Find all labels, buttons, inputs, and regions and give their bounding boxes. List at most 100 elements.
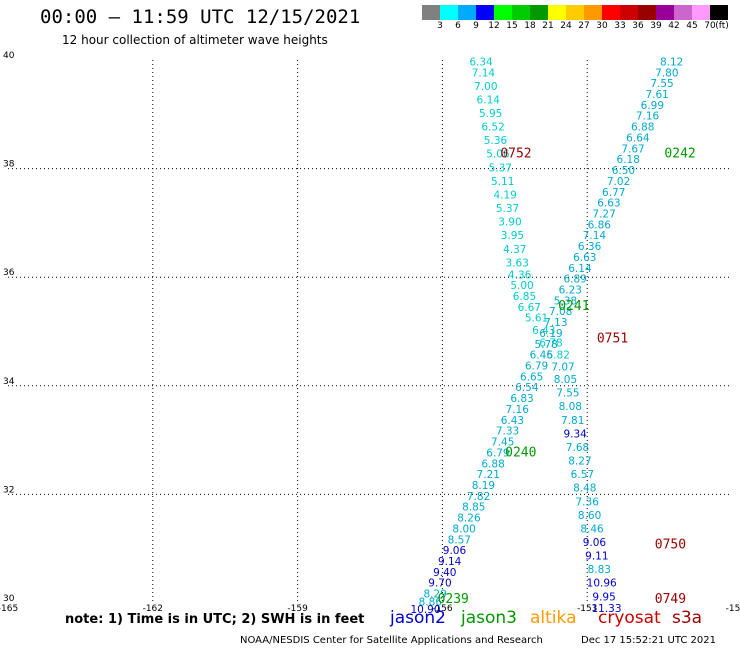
satellite-legend-item: cryosat <box>598 608 661 628</box>
color-scale-label: 24 <box>560 21 572 31</box>
color-scale-label: 27 <box>578 21 590 31</box>
color-swatch <box>530 5 548 20</box>
color-swatch <box>692 5 710 20</box>
color-swatch <box>494 5 512 20</box>
color-swatch <box>620 5 638 20</box>
y-tick-label: 30 <box>3 594 15 604</box>
color-scale-label: 70 <box>704 21 716 31</box>
wave-height-value: 6.43 <box>532 325 555 337</box>
color-swatch <box>440 5 458 20</box>
wave-height-value: 6.36 <box>578 241 602 253</box>
color-swatch <box>512 5 530 20</box>
track-time-label: 0751 <box>597 331 628 346</box>
color-swatch <box>638 5 656 20</box>
credit-line: NOAA/NESDIS Center for Satellite Applica… <box>240 635 543 646</box>
map-subtitle: 12 hour collection of altimeter wave hei… <box>62 33 328 47</box>
wave-height-value: 5.61 <box>525 313 548 325</box>
wave-height-value: 5.36 <box>484 135 508 147</box>
track-time-label: 0239 <box>438 592 469 607</box>
wave-height-value: 8.57 <box>448 534 471 546</box>
wave-height-value: 8.19 <box>472 480 495 492</box>
wave-height-value: 7.55 <box>650 78 673 90</box>
color-scale-label: 9 <box>473 21 479 31</box>
color-scale-label: 33 <box>614 21 626 31</box>
wave-height-value: 8.86 <box>419 597 443 609</box>
wave-height-value: 6.50 <box>612 165 635 177</box>
wave-height-value: 9.40 <box>433 567 456 579</box>
wave-height-value: 6.65 <box>520 371 543 383</box>
wave-height-value: 7.07 <box>551 362 574 374</box>
wave-height-value: 6.86 <box>588 219 612 231</box>
x-tick-label: -162 <box>143 604 163 614</box>
wave-height-value: 6.79 <box>525 361 548 373</box>
track-time-labels: 0752 0242 0241 0751 0240 0750 0239 0749 <box>438 147 696 607</box>
wave-height-value: 7.45 <box>491 437 514 449</box>
wave-height-value: 6.67 <box>518 302 541 314</box>
color-scale-label: 30 <box>596 21 608 31</box>
color-scale-label: 15 <box>506 21 518 31</box>
wave-height-value: 6.77 <box>602 187 625 199</box>
color-scale-label: 36 <box>632 21 644 31</box>
color-swatch <box>602 5 620 20</box>
wave-height-value: 7.16 <box>506 404 530 416</box>
color-swatch <box>476 5 494 20</box>
wave-height-value: 7.16 <box>636 111 660 123</box>
color-swatch <box>458 5 476 20</box>
wave-height-value: 7.80 <box>655 67 678 79</box>
wave-height-value: 6.85 <box>513 291 536 303</box>
y-tick-label: 32 <box>3 485 14 495</box>
wave-height-value: 6.78 <box>539 338 562 350</box>
wave-height-value: 7.14 <box>583 230 607 242</box>
color-scale-label: 21 <box>542 21 554 31</box>
wave-height-value: 9.95 <box>592 591 615 603</box>
color-scale-label: 3 <box>437 21 443 31</box>
wave-height-value: 8.29 <box>423 589 446 601</box>
wave-height-value: 9.06 <box>443 545 467 557</box>
satellite-legend-item: altika <box>530 608 577 628</box>
wave-height-value: 6.18 <box>617 154 640 166</box>
y-tick-label: 36 <box>3 268 15 278</box>
wave-height-value: 8.83 <box>588 564 611 576</box>
satellite-legend-item: jason3 <box>461 608 517 628</box>
wave-height-value: 7.21 <box>477 469 500 481</box>
wave-height-value: 4.19 <box>493 189 516 201</box>
color-swatch <box>548 5 566 20</box>
wave-height-value: 6.43 <box>501 415 524 427</box>
wave-height-value: 7.81 <box>561 415 584 427</box>
wave-height-value: 3.90 <box>498 217 521 229</box>
x-tick-label: -165 <box>0 604 18 614</box>
wave-height-value: 5.78 <box>534 339 557 351</box>
wave-height-value: 6.14 <box>568 263 592 275</box>
wave-height-value: 6.14 <box>477 94 501 106</box>
wave-height-value: 7.55 <box>556 388 579 400</box>
wave-height-value: 6.52 <box>481 122 504 134</box>
color-scale-label: 45 <box>686 21 698 31</box>
color-swatch <box>656 5 674 20</box>
wave-height-value: 6.57 <box>571 469 594 481</box>
wave-height-value: 8.08 <box>559 401 582 413</box>
color-scale-unit: (ft) <box>715 21 729 31</box>
wave-height-value: 8.60 <box>578 510 601 522</box>
satellite-legend-item: s3a <box>672 608 703 628</box>
wave-height-value: 7.08 <box>549 306 572 318</box>
wave-height-value: 8.26 <box>457 513 481 525</box>
color-swatch <box>422 5 440 20</box>
wave-height-value: 7.00 <box>474 81 497 93</box>
wave-height-value: 4.36 <box>508 269 532 281</box>
track-time-label: 0240 <box>505 445 536 460</box>
color-swatch <box>566 5 584 20</box>
track-time-label: 0750 <box>655 538 686 553</box>
wave-height-value: 9.06 <box>583 537 607 549</box>
color-scale-label: 6 <box>455 21 461 31</box>
track-time-label: 0241 <box>558 299 589 314</box>
wave-height-value: 6.89 <box>563 274 586 286</box>
color-scale-bar <box>422 5 728 20</box>
y-tick-label: 38 <box>3 160 15 170</box>
wave-height-value: 6.99 <box>641 100 664 112</box>
wave-height-value: 9.34 <box>563 428 587 440</box>
color-scale-label: 42 <box>668 21 680 31</box>
wave-height-value: 5.37 <box>496 203 519 215</box>
wave-height-value: 5.38 <box>554 295 577 307</box>
wave-height-value: 6.46 <box>530 350 554 362</box>
